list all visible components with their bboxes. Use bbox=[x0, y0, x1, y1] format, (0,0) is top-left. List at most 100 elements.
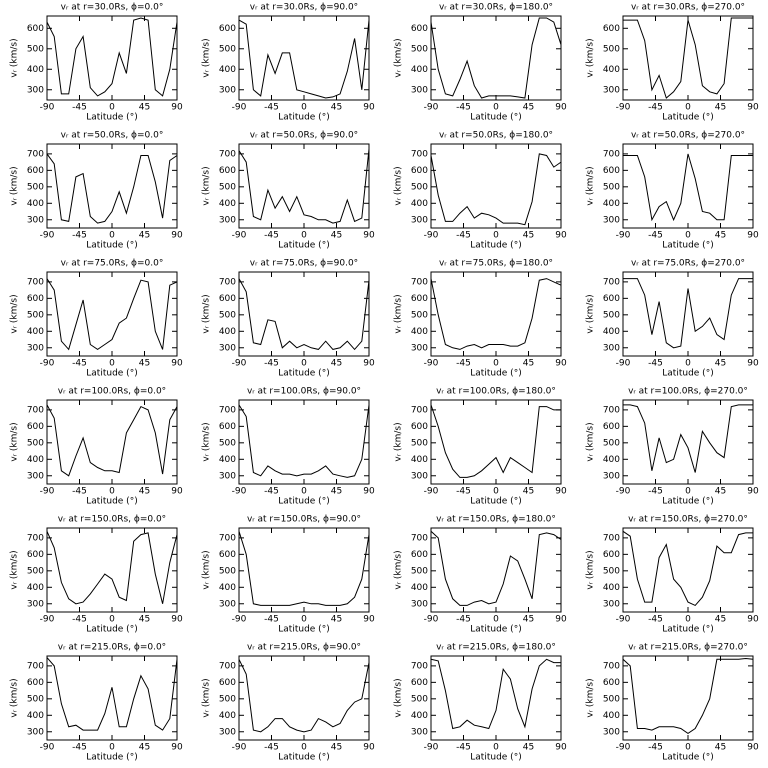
y-tick-label: 700 bbox=[603, 277, 620, 287]
x-tick-label: 45 bbox=[139, 359, 150, 369]
y-tick-label: 500 bbox=[411, 694, 428, 704]
x-tick-label: -90 bbox=[616, 231, 631, 241]
y-tick-label: 500 bbox=[411, 44, 428, 54]
y-tick-label: 300 bbox=[27, 85, 44, 95]
y-tick-label: 400 bbox=[219, 711, 236, 721]
y-tick-label: 500 bbox=[603, 182, 620, 192]
y-axis-label: vᵣ (km/s) bbox=[202, 166, 212, 205]
x-tick-label: 45 bbox=[331, 615, 342, 625]
y-axis-label: vᵣ (km/s) bbox=[202, 550, 212, 589]
x-tick-label: -45 bbox=[264, 103, 279, 113]
y-axis-label: vᵣ (km/s) bbox=[10, 166, 20, 205]
panel: vᵣ at r=100.0Rs, ϕ=180.0° -90 -45 0 45 90 300 4… bbox=[394, 387, 567, 507]
x-tick-label: 0 bbox=[685, 359, 691, 369]
y-tick-label: 400 bbox=[219, 327, 236, 337]
x-axis-label: Latitude (°) bbox=[662, 113, 713, 123]
x-tick-label: -90 bbox=[616, 359, 631, 369]
y-tick-label: 300 bbox=[603, 599, 620, 609]
x-tick-label: 0 bbox=[685, 743, 691, 753]
data-line bbox=[623, 17, 753, 99]
x-tick-label: -45 bbox=[456, 487, 471, 497]
panel: vᵣ at r=215.0Rs, ϕ=180.0° -90 -45 0 45 90 300 4… bbox=[394, 643, 567, 763]
x-tick-label: 90 bbox=[363, 743, 375, 753]
data-line bbox=[623, 153, 753, 222]
y-tick-label: 400 bbox=[219, 583, 236, 593]
x-axis-label: Latitude (°) bbox=[662, 497, 713, 507]
x-tick-label: 90 bbox=[747, 103, 759, 113]
panel-title: vᵣ at r=50.0Rs, ϕ=270.0° bbox=[631, 131, 745, 141]
x-axis-label: Latitude (°) bbox=[470, 625, 521, 635]
x-tick-label: -45 bbox=[456, 359, 471, 369]
x-tick-label: -45 bbox=[648, 231, 663, 241]
x-tick-label: 0 bbox=[109, 487, 115, 497]
x-tick-label: 90 bbox=[747, 743, 759, 753]
y-axis-label: vᵣ (km/s) bbox=[586, 422, 596, 461]
x-tick-label: -45 bbox=[72, 487, 87, 497]
x-axis-label: Latitude (°) bbox=[662, 369, 713, 379]
y-tick-label: 500 bbox=[411, 438, 428, 448]
panel-title: vᵣ at r=100.0Rs, ϕ=0.0° bbox=[58, 387, 166, 397]
panel: vᵣ at r=50.0Rs, ϕ=90.0° -90 -45 0 45 90 300 400… bbox=[202, 131, 375, 251]
x-axis-label: Latitude (°) bbox=[470, 369, 521, 379]
y-tick-label: 600 bbox=[27, 678, 44, 688]
y-tick-label: 300 bbox=[27, 599, 44, 609]
data-line bbox=[430, 658, 561, 730]
x-tick-label: 0 bbox=[493, 615, 499, 625]
x-tick-label: 0 bbox=[493, 487, 499, 497]
x-tick-label: 45 bbox=[139, 103, 150, 113]
y-tick-label: 300 bbox=[411, 727, 428, 737]
x-tick-label: -90 bbox=[40, 743, 55, 753]
x-tick-label: 90 bbox=[747, 615, 759, 625]
plot-frame bbox=[430, 15, 562, 101]
x-tick-label: 0 bbox=[301, 359, 307, 369]
x-tick-label: -90 bbox=[616, 615, 631, 625]
x-tick-label: 45 bbox=[331, 359, 342, 369]
x-axis-label: Latitude (°) bbox=[86, 497, 137, 507]
y-tick-label: 300 bbox=[27, 215, 44, 225]
y-axis-label: vᵣ (km/s) bbox=[10, 678, 20, 717]
panel-title: vᵣ at r=30.0Rs, ϕ=90.0° bbox=[250, 3, 358, 13]
x-axis-label: Latitude (°) bbox=[86, 241, 137, 251]
y-tick-label: 300 bbox=[219, 85, 236, 95]
x-tick-label: 90 bbox=[171, 359, 183, 369]
panel-title: vᵣ at r=30.0Rs, ϕ=0.0° bbox=[61, 3, 164, 13]
y-tick-label: 700 bbox=[27, 277, 44, 287]
x-tick-label: 0 bbox=[109, 103, 115, 113]
panel: vᵣ at r=75.0Rs, ϕ=180.0° -90 -45 0 45 90 300 40… bbox=[394, 259, 567, 379]
x-tick-label: 0 bbox=[109, 231, 115, 241]
y-tick-label: 400 bbox=[411, 583, 428, 593]
x-tick-label: 45 bbox=[331, 487, 342, 497]
y-tick-label: 600 bbox=[411, 24, 428, 34]
x-tick-label: -90 bbox=[232, 231, 247, 241]
panel: vᵣ at r=50.0Rs, ϕ=180.0° -90 -45 0 45 90 300 40… bbox=[394, 131, 567, 251]
x-tick-label: -45 bbox=[456, 103, 471, 113]
y-axis-label: vᵣ (km/s) bbox=[10, 422, 20, 461]
x-tick-label: -45 bbox=[648, 743, 663, 753]
x-tick-label: -45 bbox=[72, 231, 87, 241]
y-tick-label: 500 bbox=[27, 44, 44, 54]
x-tick-label: 90 bbox=[363, 231, 375, 241]
x-axis-label: Latitude (°) bbox=[470, 753, 521, 763]
panel-title: vᵣ at r=75.0Rs, ϕ=270.0° bbox=[631, 259, 745, 269]
panel-title: vᵣ at r=100.0Rs, ϕ=90.0° bbox=[247, 387, 361, 397]
y-tick-label: 600 bbox=[219, 24, 236, 34]
data-line bbox=[430, 17, 562, 99]
y-tick-label: 500 bbox=[603, 694, 620, 704]
x-axis-label: Latitude (°) bbox=[86, 369, 137, 379]
plot-frame bbox=[46, 143, 178, 229]
data-line bbox=[623, 278, 753, 349]
panel-title: vᵣ at r=50.0Rs, ϕ=0.0° bbox=[61, 131, 164, 141]
x-tick-label: -90 bbox=[40, 103, 55, 113]
x-tick-label: 0 bbox=[493, 231, 499, 241]
x-tick-label: 45 bbox=[523, 487, 534, 497]
y-tick-label: 300 bbox=[411, 343, 428, 353]
x-tick-label: 90 bbox=[555, 487, 567, 497]
y-tick-label: 300 bbox=[27, 343, 44, 353]
x-tick-label: 90 bbox=[363, 615, 375, 625]
y-tick-label: 500 bbox=[219, 566, 236, 576]
x-tick-label: -45 bbox=[72, 743, 87, 753]
panel-title: vᵣ at r=150.0Rs, ϕ=270.0° bbox=[628, 515, 748, 525]
y-tick-label: 500 bbox=[27, 182, 44, 192]
plot-frame bbox=[622, 15, 754, 101]
x-axis-label: Latitude (°) bbox=[662, 753, 713, 763]
